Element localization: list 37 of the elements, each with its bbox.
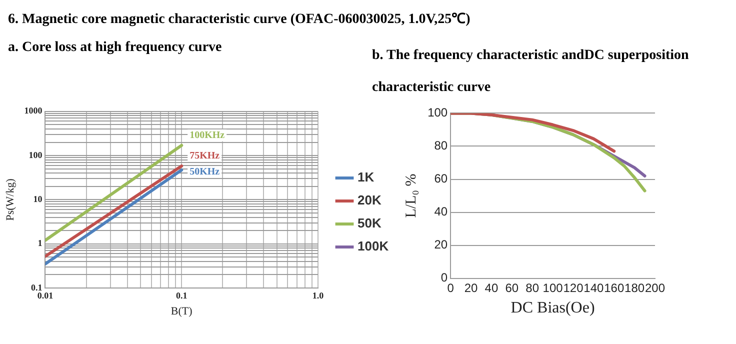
- y-tick-label: 10: [33, 194, 43, 204]
- x-tick-label: 0.1: [176, 290, 188, 301]
- y-tick-label: 60: [434, 172, 448, 186]
- y-axis-title: Ps(W/kg): [4, 178, 16, 221]
- legend-label: 50K: [358, 216, 382, 231]
- y-tick-label: 100: [28, 150, 43, 160]
- x-tick-label: 160: [604, 280, 624, 295]
- y-tick-label: 20: [434, 238, 448, 252]
- series-label: 100KHz: [190, 130, 226, 141]
- y-tick-label: 40: [434, 204, 448, 219]
- y-tick-label: 100: [428, 106, 448, 120]
- legend-label: 1K: [358, 170, 375, 185]
- legend-label: 20K: [358, 192, 382, 208]
- y-tick-label: 80: [434, 138, 448, 153]
- y-axis-title: L/L₀ %: [404, 174, 420, 218]
- y-tick-label: 1000: [24, 106, 43, 116]
- x-tick-label: 120: [563, 280, 584, 295]
- x-tick-label: 1.0: [312, 290, 324, 301]
- x-tick-label: 200: [644, 280, 666, 295]
- chart-title: 6. Magnetic core magnetic characteristic curve (OFAC-060030025, 1.0V,25℃): [8, 11, 470, 28]
- y-tick-label: 1: [38, 238, 43, 248]
- chart-title: b. The frequency characteristic andDC superposition characteristic curve: [372, 48, 689, 95]
- chart-subtitle: a. Core loss at high frequency curve: [8, 40, 222, 56]
- y-tick-label: 0: [440, 270, 448, 285]
- x-axis-title: DC Bias(Oe): [510, 300, 595, 317]
- legend-label: 100K: [358, 238, 390, 254]
- series-label: 50KHz: [190, 166, 220, 178]
- x-tick-label: 180: [624, 280, 645, 295]
- x-axis-title: B(T): [170, 305, 193, 318]
- x-tick-label: 20: [464, 280, 478, 295]
- series-label: 75KHz: [190, 150, 220, 162]
- x-tick-label: 0.01: [37, 290, 54, 301]
- x-tick-label: 60: [505, 280, 519, 295]
- x-tick-label: 40: [484, 280, 498, 295]
- x-tick-label: 100: [542, 280, 564, 295]
- x-tick-label: 80: [526, 280, 540, 295]
- x-tick-label: 140: [584, 280, 604, 295]
